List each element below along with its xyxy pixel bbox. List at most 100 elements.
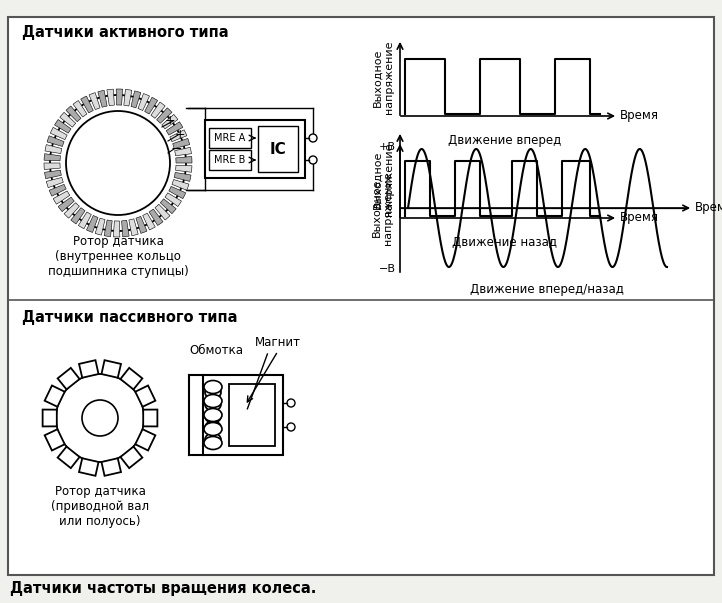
Polygon shape [116, 89, 123, 105]
Text: IC: IC [269, 142, 287, 157]
Circle shape [66, 111, 170, 215]
Text: Время: Время [695, 201, 722, 215]
Polygon shape [113, 221, 120, 237]
Polygon shape [73, 101, 87, 117]
Polygon shape [174, 172, 191, 182]
Circle shape [287, 399, 295, 407]
Polygon shape [45, 385, 65, 407]
Bar [205, 120, 305, 178]
Polygon shape [121, 368, 142, 390]
Polygon shape [79, 360, 98, 377]
Circle shape [309, 156, 317, 164]
Text: MRE B: MRE B [214, 155, 245, 165]
Polygon shape [143, 213, 155, 230]
Polygon shape [149, 209, 163, 226]
Bar [258, 126, 298, 172]
Circle shape [50, 95, 186, 231]
Text: Ротор датчика
(приводной вал
или полуось): Ротор датчика (приводной вал или полуось… [51, 485, 149, 528]
Polygon shape [129, 219, 138, 236]
Polygon shape [175, 157, 192, 163]
Polygon shape [60, 112, 76, 127]
Circle shape [309, 134, 317, 142]
Polygon shape [44, 163, 60, 169]
Polygon shape [170, 130, 187, 142]
Circle shape [287, 423, 295, 431]
Text: −: − [170, 142, 182, 156]
Polygon shape [81, 96, 93, 113]
Polygon shape [136, 216, 147, 233]
Text: Датчики пассивного типа: Датчики пассивного типа [22, 310, 238, 325]
Polygon shape [97, 90, 107, 107]
Polygon shape [58, 447, 79, 468]
Polygon shape [175, 165, 192, 172]
Text: +B: +B [379, 142, 396, 152]
Polygon shape [66, 106, 81, 122]
Polygon shape [162, 115, 178, 129]
Polygon shape [95, 218, 105, 235]
Polygon shape [53, 191, 70, 204]
Polygon shape [157, 108, 172, 123]
Ellipse shape [204, 394, 222, 408]
Polygon shape [47, 136, 64, 147]
Polygon shape [45, 145, 62, 154]
Bar [229, 384, 275, 446]
Polygon shape [102, 458, 121, 476]
Polygon shape [155, 204, 170, 220]
Polygon shape [79, 212, 92, 229]
Polygon shape [173, 138, 190, 148]
Polygon shape [135, 385, 155, 407]
Polygon shape [135, 429, 155, 450]
Polygon shape [169, 186, 186, 198]
Polygon shape [49, 185, 66, 196]
Text: +: + [175, 128, 186, 142]
Polygon shape [71, 207, 85, 224]
Text: Выходное
напряжение: Выходное напряжение [373, 143, 394, 216]
Polygon shape [144, 97, 157, 114]
Polygon shape [58, 368, 79, 390]
Polygon shape [166, 122, 183, 135]
Text: Время: Время [620, 110, 659, 122]
Polygon shape [104, 220, 112, 236]
Text: Датчики частоты вращения колеса.: Датчики частоты вращения колеса. [10, 581, 316, 596]
Text: Движение назад: Движение назад [453, 236, 557, 249]
Text: +: + [165, 115, 175, 127]
Ellipse shape [204, 408, 222, 421]
Polygon shape [46, 177, 64, 188]
Ellipse shape [204, 423, 222, 435]
Circle shape [82, 400, 118, 436]
Polygon shape [102, 360, 121, 377]
Polygon shape [44, 154, 61, 161]
Polygon shape [43, 409, 57, 426]
Polygon shape [121, 447, 142, 468]
Text: Движение вперед/назад: Движение вперед/назад [470, 283, 624, 296]
Polygon shape [45, 429, 65, 450]
Bar [203, 375, 283, 455]
Polygon shape [131, 91, 141, 108]
Bar [209, 128, 251, 148]
Polygon shape [45, 170, 61, 178]
Polygon shape [160, 199, 176, 213]
Polygon shape [151, 102, 165, 118]
Text: −B: −B [379, 264, 396, 274]
Text: Движение вперед: Движение вперед [448, 134, 562, 147]
Polygon shape [55, 119, 71, 133]
Polygon shape [51, 127, 67, 140]
Polygon shape [138, 93, 149, 110]
Bar [209, 150, 251, 170]
Polygon shape [175, 147, 191, 156]
Text: Датчики активного типа: Датчики активного типа [22, 25, 229, 40]
Polygon shape [165, 193, 181, 206]
Polygon shape [64, 203, 79, 218]
Polygon shape [79, 458, 98, 476]
Text: Ротор датчика
(внутреннее кольцо
подшипника ступицы): Ротор датчика (внутреннее кольцо подшипн… [48, 235, 188, 278]
Polygon shape [107, 89, 114, 106]
Ellipse shape [204, 437, 222, 449]
Polygon shape [143, 409, 157, 426]
Text: Магнит: Магнит [255, 336, 301, 349]
Polygon shape [172, 180, 189, 190]
Text: Время: Время [620, 212, 659, 224]
Polygon shape [89, 93, 100, 110]
Polygon shape [123, 89, 132, 106]
Polygon shape [121, 220, 129, 237]
Ellipse shape [204, 380, 222, 394]
